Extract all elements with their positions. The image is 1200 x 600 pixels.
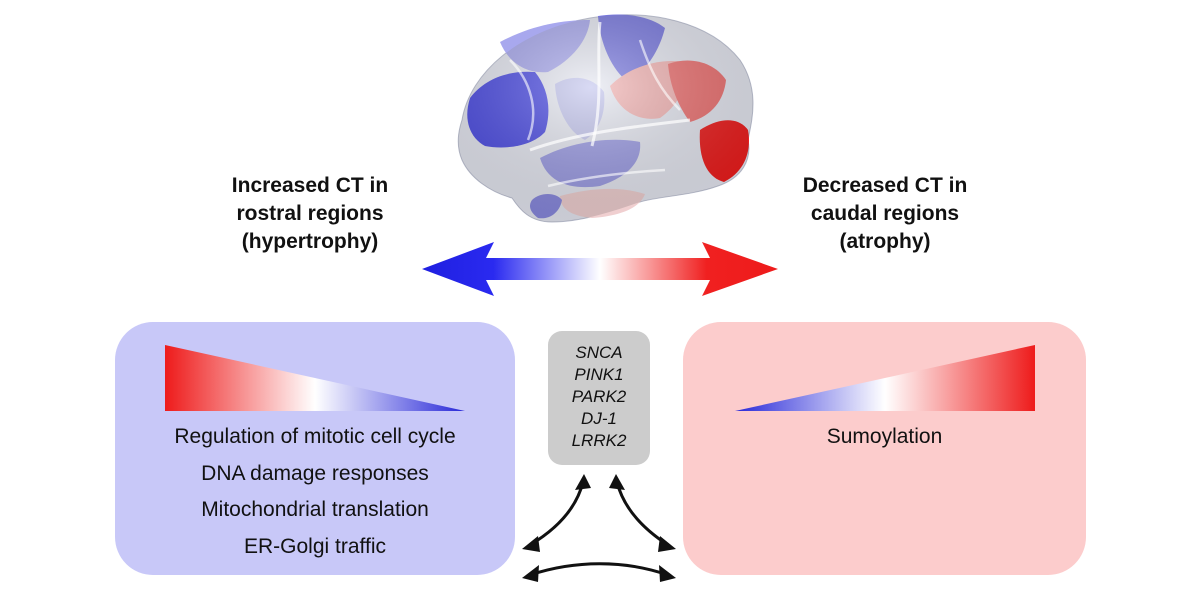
- right-header-line-2: caudal regions: [810, 202, 960, 225]
- left-header-label: Increased CT in rostral regions (hypertr…: [210, 172, 410, 256]
- arrowhead-left-top: [575, 474, 591, 490]
- arrowhead-right-top: [609, 474, 625, 490]
- brain-sulcus-parietal: [638, 39, 681, 111]
- gene-park2: PARK2: [571, 387, 627, 406]
- brain-sulcus-frontal: [509, 59, 535, 141]
- left-gradient-wedge: [165, 345, 465, 411]
- left-panel-list: Regulation of mitotic cell cycle DNA dam…: [115, 419, 515, 565]
- brain-shading: [458, 14, 753, 222]
- arrow-bottom: [529, 562, 669, 577]
- right-header-line-3: (atrophy): [839, 230, 931, 253]
- arrow-right-diagonal: [615, 481, 669, 547]
- arrowhead-bottom-right: [659, 565, 676, 582]
- gene-dj1: DJ-1: [581, 409, 617, 428]
- gene-pink1: PINK1: [574, 365, 624, 384]
- gene-lrrk2: LRRK2: [571, 431, 627, 450]
- left-header-line-1: Increased CT in: [231, 174, 389, 197]
- arrowheads: [522, 474, 676, 582]
- double-arrow-icon: [422, 242, 778, 296]
- brain-illustration: [457, 14, 754, 223]
- arrowhead-bottom-left: [522, 565, 539, 582]
- right-gradient-wedge: [735, 345, 1035, 411]
- right-panel-list: Sumoylation: [683, 419, 1086, 456]
- left-panel-item-1: Regulation of mitotic cell cycle: [174, 425, 456, 448]
- brain-sulcus-lateral: [529, 118, 691, 152]
- arrow-left-diagonal: [529, 481, 585, 547]
- right-header-line-1: Decreased CT in: [802, 174, 968, 197]
- left-panel-item-2: DNA damage responses: [201, 461, 429, 485]
- brain-sulcus-central: [590, 21, 602, 147]
- left-header-line-2: rostral regions: [236, 202, 384, 225]
- left-panel-item-3: Mitochondrial translation: [201, 498, 429, 521]
- arrowhead-right-bottom: [658, 536, 676, 552]
- gene-list-box: SNCA PINK1 PARK2 DJ-1 LRRK2: [548, 331, 650, 465]
- left-header-line-3: (hypertrophy): [241, 230, 379, 253]
- interaction-arrows: [529, 481, 669, 577]
- left-panel-item-4: ER-Golgi traffic: [244, 534, 386, 558]
- gene-snca: SNCA: [575, 343, 623, 362]
- brain-sulcus-temporal: [547, 168, 666, 188]
- right-header-label: Decreased CT in caudal regions (atrophy): [780, 172, 990, 256]
- right-panel-item-1: Sumoylation: [826, 425, 943, 448]
- arrowhead-left-bottom: [522, 536, 540, 552]
